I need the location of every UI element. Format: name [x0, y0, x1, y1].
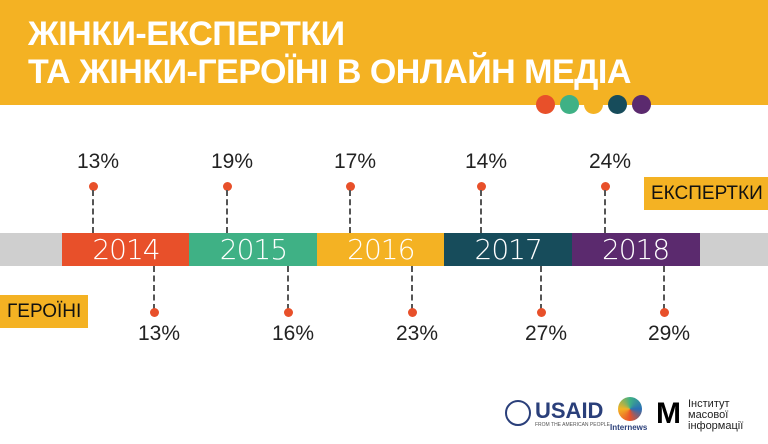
title-line-2: ТА ЖІНКИ-ГЕРОЇНІ В ОНЛАЙН МЕДІА	[28, 53, 631, 91]
experts-marker	[223, 182, 232, 191]
year-label: 2014	[92, 233, 160, 266]
header-dot	[608, 95, 627, 114]
title-line-1: ЖІНКИ-ЕКСПЕРТКИ	[28, 15, 345, 53]
heroines-connector	[153, 266, 155, 310]
imi-mark-icon: M	[656, 397, 681, 430]
year-segment-2015: 2015	[189, 233, 318, 266]
experts-percent: 13%	[76, 150, 120, 173]
experts-label: ЕКСПЕРТКИ	[644, 177, 768, 210]
usaid-sub: FROM THE AMERICAN PEOPLE	[535, 422, 610, 428]
heroines-marker	[660, 308, 669, 317]
heroines-connector	[540, 266, 542, 310]
heroines-marker	[537, 308, 546, 317]
heroines-connector	[287, 266, 289, 310]
year-segment-2014: 2014	[62, 233, 190, 266]
experts-percent: 24%	[588, 150, 632, 173]
heroines-label: ГЕРОЇНІ	[0, 295, 89, 328]
year-label: 2018	[601, 233, 670, 266]
year-segment-2018: 2018	[571, 233, 700, 266]
usaid-text: USAID	[535, 398, 604, 423]
experts-percent: 17%	[333, 150, 377, 173]
heroines-percent: 13%	[137, 322, 181, 345]
header-banner: ЖІНКИ-ЕКСПЕРТКИ ТА ЖІНКИ-ГЕРОЇНІ В ОНЛАЙ…	[0, 0, 768, 105]
heroines-percent: 27%	[524, 322, 568, 345]
heroines-marker	[284, 308, 293, 317]
experts-connector	[226, 190, 228, 233]
experts-connector	[604, 190, 606, 233]
heroines-percent: 23%	[395, 322, 439, 345]
heroines-marker	[150, 308, 159, 317]
header-dot	[536, 95, 555, 114]
imi-text: Інститут масової інформації	[688, 398, 744, 432]
internews-globe-icon	[618, 397, 642, 421]
experts-marker	[477, 182, 486, 191]
heroines-connector	[411, 266, 413, 310]
experts-connector	[480, 190, 482, 233]
year-segment-2017: 2017	[444, 233, 573, 266]
header-dot	[632, 95, 651, 114]
experts-marker	[601, 182, 610, 191]
experts-connector	[92, 190, 94, 233]
header-dot	[560, 95, 579, 114]
heroines-percent: 16%	[271, 322, 315, 345]
experts-marker	[89, 182, 98, 191]
year-label: 2016	[347, 233, 415, 266]
experts-percent: 19%	[210, 150, 254, 173]
usaid-seal-icon	[505, 400, 531, 426]
experts-connector	[349, 190, 351, 233]
year-label: 2017	[474, 233, 543, 266]
heroines-connector	[663, 266, 665, 310]
heroines-percent: 29%	[647, 322, 691, 345]
heroines-marker	[408, 308, 417, 317]
header-dot	[584, 95, 603, 114]
experts-percent: 14%	[464, 150, 508, 173]
year-segment-2016: 2016	[316, 233, 445, 266]
year-label: 2015	[219, 233, 288, 266]
experts-marker	[346, 182, 355, 191]
internews-text: Internews	[610, 423, 648, 432]
